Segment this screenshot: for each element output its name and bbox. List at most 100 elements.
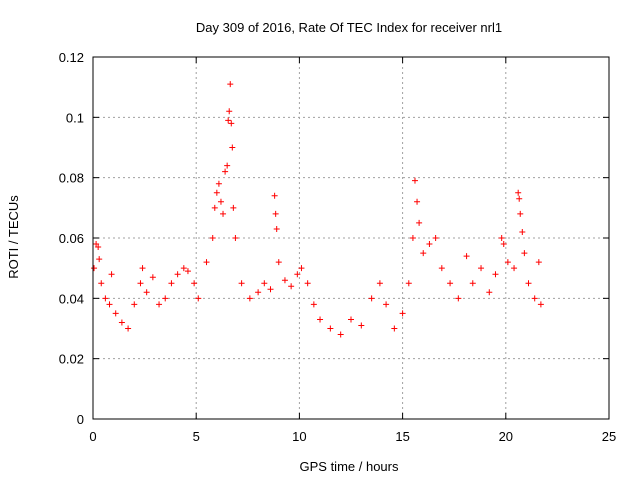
data-point: [209, 235, 216, 241]
data-point: [271, 192, 278, 199]
y-tick-label: 0.08: [59, 171, 84, 186]
data-point: [255, 289, 262, 296]
data-point: [348, 316, 354, 323]
data-point: [455, 295, 462, 302]
data-point: [191, 280, 198, 287]
y-axis-label: ROTI / TECUs: [6, 195, 21, 279]
x-tick-label: 5: [193, 429, 200, 444]
data-point: [525, 280, 532, 287]
data-point: [376, 280, 383, 287]
data-point: [298, 265, 305, 272]
data-point: [137, 280, 144, 287]
x-tick-label: 10: [292, 429, 306, 444]
data-point: [180, 265, 187, 272]
data-point: [317, 316, 324, 323]
data-point: [409, 235, 416, 241]
grid-lines: [93, 57, 609, 419]
data-point: [168, 280, 175, 287]
data-point: [91, 265, 98, 272]
data-point: [106, 301, 113, 308]
data-point: [519, 228, 526, 235]
data-point: [174, 271, 181, 278]
data-point: [102, 295, 109, 302]
y-tick-label: 0.06: [59, 231, 84, 246]
data-point: [131, 301, 138, 308]
y-tick-label: 0.1: [66, 110, 84, 125]
data-point: [281, 277, 288, 284]
data-point: [273, 225, 280, 232]
data-point: [469, 280, 476, 287]
data-point: [498, 235, 505, 241]
data-point: [500, 241, 507, 248]
x-tick-label: 20: [499, 429, 513, 444]
data-point: [294, 271, 301, 278]
data-point: [492, 271, 499, 278]
data-point: [511, 265, 518, 272]
x-tick-label: 25: [602, 429, 616, 444]
data-point: [531, 295, 538, 302]
data-point: [108, 271, 115, 278]
data-point: [261, 280, 268, 287]
data-point: [304, 280, 311, 287]
data-point: [447, 280, 454, 287]
data-point: [229, 144, 236, 151]
data-point: [98, 280, 105, 287]
data-point: [213, 189, 220, 196]
data-point: [162, 295, 169, 302]
x-tick-label: 15: [395, 429, 409, 444]
data-point: [426, 241, 433, 248]
data-point: [226, 108, 233, 115]
data-point: [224, 162, 231, 169]
data-point: [143, 289, 150, 296]
data-point: [478, 265, 485, 272]
data-point: [228, 120, 235, 127]
data-point: [516, 195, 523, 202]
y-tick-label: 0.04: [59, 291, 84, 306]
data-point: [95, 244, 102, 251]
data-point: [211, 204, 218, 211]
y-tick-label: 0.02: [59, 352, 84, 367]
x-tick-label: 0: [89, 429, 96, 444]
data-point: [411, 177, 418, 184]
data-point: [222, 168, 229, 175]
data-point: [195, 295, 202, 302]
data-point: [246, 295, 253, 302]
data-point: [414, 198, 421, 205]
data-point: [112, 310, 119, 317]
data-point: [217, 198, 224, 205]
data-point: [230, 204, 237, 211]
y-tick-label: 0.12: [59, 50, 84, 65]
data-point: [327, 325, 334, 332]
data-point: [521, 250, 528, 257]
data-point: [227, 81, 234, 88]
data-point: [203, 259, 210, 266]
data-point: [93, 241, 100, 248]
data-point: [368, 295, 375, 302]
data-point: [391, 325, 398, 332]
data-point: [288, 283, 295, 290]
data-point: [537, 301, 544, 308]
data-point: [184, 268, 191, 275]
data-point: [438, 265, 445, 272]
data-point: [535, 259, 542, 266]
data-point: [420, 250, 427, 257]
chart-title: Day 309 of 2016, Rate Of TEC Index for r…: [196, 20, 502, 35]
data-point: [358, 322, 365, 329]
data-point: [463, 253, 470, 260]
data-point: [432, 235, 439, 241]
data-point: [399, 310, 406, 317]
data-point: [272, 210, 279, 217]
axes: 0 0.02 0.04 0.06 0.08 0.1 0.12 0 5 10 15 20 25: [59, 50, 617, 444]
data-point: [96, 256, 103, 263]
data-point: [504, 259, 511, 266]
x-axis-label: GPS time / hours: [300, 459, 399, 474]
data-point: [125, 325, 132, 332]
data-point: [220, 210, 227, 217]
data-point: [267, 286, 274, 293]
data-point: [383, 301, 390, 308]
data-point: [232, 235, 239, 241]
data-point: [149, 274, 156, 281]
data-point: [215, 180, 222, 187]
data-point: [139, 265, 146, 272]
